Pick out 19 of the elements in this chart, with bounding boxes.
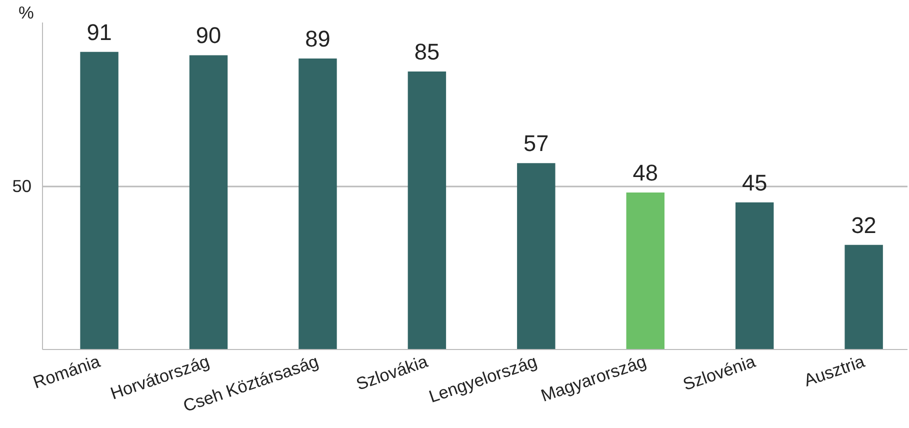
data-label: 89: [305, 25, 330, 52]
bar: [626, 192, 664, 350]
y-tick-label: 50: [12, 176, 32, 196]
bar: [735, 202, 774, 350]
bar: [298, 58, 337, 350]
data-label: 45: [742, 169, 768, 196]
data-label: 57: [524, 130, 549, 156]
y-axis-title: %: [18, 2, 34, 22]
data-label: 32: [851, 212, 876, 238]
data-label: 91: [86, 18, 112, 45]
bar: [844, 244, 883, 350]
bar: [517, 163, 556, 350]
data-label: 85: [414, 38, 440, 65]
bar: [80, 52, 118, 350]
bar: [408, 72, 446, 350]
x-tick-label: Ausztria: [801, 350, 868, 390]
data-label: 48: [632, 160, 658, 186]
data-label: 90: [196, 22, 222, 48]
bar: [189, 55, 228, 350]
